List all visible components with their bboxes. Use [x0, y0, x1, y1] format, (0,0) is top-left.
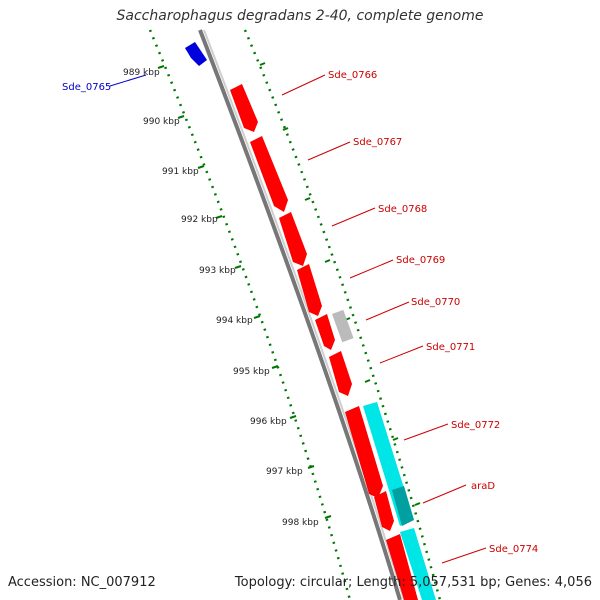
cds-band-2	[392, 486, 414, 526]
gene-label: Sde_0767	[353, 137, 402, 148]
inner-scale-ring	[148, 29, 352, 600]
gene-label: Sde_0769	[396, 255, 445, 266]
gene-label: Sde_0766	[328, 70, 377, 81]
scale-label: 990 kbp	[143, 117, 180, 127]
gene-label-sde0765: Sde_0765	[62, 82, 111, 93]
gene-sde0768[interactable]	[279, 212, 307, 266]
gene-sde0766[interactable]	[230, 84, 258, 132]
scale-label: 998 kbp	[282, 518, 319, 528]
feature-sde0770-grey	[332, 309, 354, 343]
gene-label: Sde_0774	[489, 544, 538, 555]
scale-label: 994 kbp	[216, 316, 253, 326]
gene-label: araD	[471, 481, 495, 492]
scale-ticks	[157, 65, 332, 519]
gene-label: Sde_0772	[451, 420, 500, 431]
gene-labels: Sde_0766 Sde_0767 Sde_0768 Sde_0769 Sde_0770…	[328, 70, 538, 555]
backbone-dark	[198, 29, 402, 600]
accession-text: Accession: NC_007912	[8, 575, 156, 590]
scale-label: 993 kbp	[199, 266, 236, 276]
scale-label: 996 kbp	[250, 417, 287, 427]
gene-sde0771[interactable]	[329, 351, 352, 396]
scale-label: 991 kbp	[162, 167, 199, 177]
gene-aradlike[interactable]	[374, 491, 394, 531]
map-title: Saccharophagus degradans 2-40, complete …	[116, 8, 484, 24]
gene-sde0769[interactable]	[297, 264, 322, 316]
gene-label: Sde_0770	[411, 297, 460, 308]
cds-band-3	[400, 528, 436, 600]
scale-label: 992 kbp	[181, 215, 218, 225]
label-leaders	[281, 74, 487, 564]
scale-label: 995 kbp	[233, 367, 270, 377]
backbone-light	[203, 29, 405, 600]
gene-sde0767[interactable]	[250, 136, 288, 212]
gene-sde0772[interactable]	[345, 406, 383, 498]
gene-label: Sde_0768	[378, 204, 427, 215]
label-leader-sde0765	[109, 74, 147, 87]
topology-text: Topology: circular; Length: 5,057,531 bp…	[234, 575, 592, 590]
scale-label: 989 kbp	[123, 68, 160, 78]
gene-sde0770[interactable]	[315, 314, 335, 350]
outer-ticks	[259, 62, 421, 506]
gene-sde0774[interactable]	[386, 534, 418, 600]
gene-label: Sde_0771	[426, 342, 475, 353]
scale-labels: 989 kbp 990 kbp 991 kbp 992 kbp 993 kbp 994 k…	[123, 68, 319, 528]
gene-sde0765[interactable]	[185, 42, 207, 66]
scale-label: 997 kbp	[266, 467, 303, 477]
